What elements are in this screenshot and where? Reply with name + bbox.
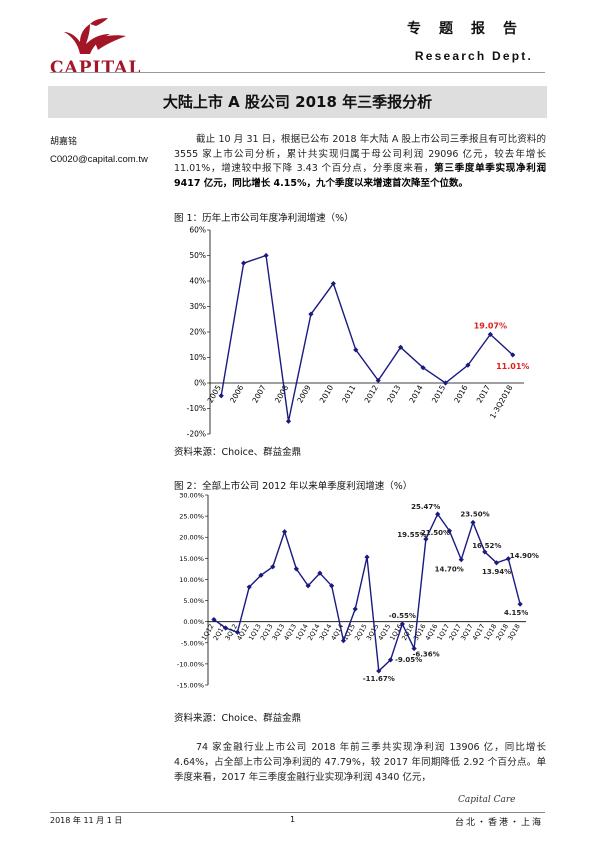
chart1-data-point	[241, 260, 247, 266]
chart2-data-label: 21.50%	[421, 529, 450, 537]
footer-brand: Capital Care	[458, 795, 516, 805]
footer-locations: 台北・香港・上海	[454, 818, 543, 828]
footer-date: 2018 年 11 月 1 日	[50, 816, 123, 825]
chart2-data-point	[364, 554, 370, 560]
chart2-data-point	[352, 606, 358, 612]
chart1-x-tick-label: 2013	[385, 383, 402, 404]
chart2-data-label: 25.47%	[411, 503, 440, 511]
chart1-data-label: 19.07%	[474, 321, 507, 330]
chart2-source: 资料来源：Choice、群益金鼎	[174, 713, 302, 724]
chart2-x-tick-label: 3Q18	[506, 623, 522, 642]
chart1-y-tick-label: 10%	[189, 353, 206, 362]
chart1-series-line	[220, 254, 514, 422]
chart2-data-point	[281, 529, 288, 535]
chart2-y-tick-label: -10.00%	[177, 660, 204, 668]
chart1-data-point	[442, 380, 449, 386]
capital-logo	[50, 14, 140, 60]
chart1-data-point	[487, 331, 493, 337]
chart2-data-label: 13.94%	[482, 568, 511, 576]
chart1-y-tick-label: 40%	[189, 277, 206, 286]
chart1-data-label: 11.01%	[496, 362, 529, 371]
chart1-data-point	[510, 352, 516, 358]
chart1-y-tick-label: 30%	[189, 302, 206, 311]
chart1: -20% -10% 0% 10% 20% 30% 40% 50% 60% 2005 2006 2007…	[174, 224, 546, 442]
chart1-data-point	[263, 252, 269, 259]
chart2-data-point	[423, 536, 429, 542]
chart1-y-tick-label: -10%	[187, 404, 206, 413]
chart1-y-tick-label: 20%	[189, 328, 206, 337]
body-paragraph-2: 74 家金融行业上市公司 2018 年前三季共实现净利润 13906 亿，同比增…	[174, 742, 546, 783]
chart2-data-label: -9.05%	[395, 656, 422, 664]
header-divider	[50, 72, 545, 73]
chart1-x-tick-label: 2017	[475, 383, 492, 404]
chart1-y-tick-label: -20%	[187, 430, 206, 439]
chart2-data-point	[223, 625, 229, 631]
chart2-data-label: -0.55%	[389, 612, 416, 620]
chart2-data-label: 19.55%	[397, 531, 426, 539]
footer-divider	[50, 812, 545, 813]
chart2-data-point	[234, 629, 241, 635]
intro-paragraph: 截止 10 月 31 日，根据已公布 2018 年大陆 A 股上市公司三季报且有…	[174, 133, 546, 191]
chart1-source: 资料来源：Choice、群益金鼎	[174, 447, 302, 458]
chart2-y-tick-label: 20.00%	[179, 534, 204, 542]
chart1-x-tick-label: 2007	[250, 383, 267, 404]
chart2-data-label: 14.90%	[510, 552, 539, 560]
chart2-data-point	[505, 556, 511, 562]
author-name: 胡嘉铭	[50, 137, 78, 147]
chart2-y-tick-label: 10.00%	[179, 576, 204, 584]
chart2-data-point	[517, 601, 523, 607]
chart2-caption: 图 2：全部上市公司 2012 年以来单季度利润增速（%）	[174, 481, 413, 492]
chart2-y-tick-label: 15.00%	[179, 555, 204, 563]
intro-text: 截止 10 月 31 日，根据已公布 2018 年大陆 A 股上市公司三季报且有…	[174, 134, 546, 174]
chart2-data-point	[258, 572, 264, 578]
chart2-svg: -15.00% -10.00% -5.00% 0.00% 5.00% 10.00% 15.0…	[177, 492, 539, 690]
chart2-y-tick-label: -5.00%	[181, 639, 204, 647]
page-number: 1	[290, 815, 296, 824]
chart1-x-tick-label: 2009	[295, 383, 312, 404]
chart1-y-tick-label: 50%	[189, 251, 206, 260]
chart1-svg: -20% -10% 0% 10% 20% 30% 40% 50% 60% 2005 2006 2007…	[187, 226, 530, 439]
research-dept-label: Research Dept.	[414, 49, 533, 63]
chart2-data-label: 16.52%	[472, 542, 501, 550]
chart2-data-label: -11.67%	[363, 675, 395, 683]
chart2-data-label: 14.70%	[435, 566, 464, 574]
chart2-data-point	[211, 616, 217, 623]
chart1-data-point	[375, 377, 381, 384]
chart1-y-tick-label: 60%	[189, 226, 206, 235]
chart2: -15.00% -10.00% -5.00% 0.00% 5.00% 10.00% 15.0…	[174, 490, 546, 710]
page-title: 大陆上市 A 股公司 2018 年三季报分析	[162, 93, 433, 111]
chart1-y-tick-label: 0%	[194, 379, 206, 388]
chart2-y-tick-label: 5.00%	[183, 597, 204, 605]
chart1-x-tick-label: 2008	[273, 383, 290, 404]
chart2-series-line	[213, 512, 521, 673]
chart1-x-tick-label: 2011	[340, 383, 357, 404]
chart1-x-tick-label: 2014	[407, 383, 424, 404]
chart1-x-tick-label: 2010	[318, 383, 335, 404]
chart2-y-tick-label: 30.00%	[179, 492, 204, 500]
chart2-data-point	[458, 557, 464, 563]
logo-text: CAPITAL	[50, 58, 142, 78]
chart1-x-tick-label: 2005	[206, 383, 223, 404]
author-email[interactable]: C0020@capital.com.tw	[50, 154, 148, 165]
chart1-x-tick-label: 2006	[228, 383, 245, 404]
chart1-caption: 图 1：历年上市公司年度净利润增速（%）	[174, 213, 354, 224]
chart1-x-tick-label: 2012	[363, 383, 380, 404]
chart2-data-label: -6.36%	[413, 651, 440, 659]
chart1-data-point	[218, 393, 224, 399]
intro-highlight: 第三季度单季实现净利润 9417 亿元，同比增长 4.15%，九个季度以来增速首…	[174, 163, 546, 189]
chart1-x-tick-label: 2015	[430, 383, 447, 404]
chart1-x-tick-label: 2016	[452, 383, 469, 404]
chart2-data-label: 23.50%	[460, 510, 489, 518]
chart1-x-tick-label: 1-3Q2018	[488, 383, 515, 420]
chart2-y-tick-label: 25.00%	[179, 513, 204, 521]
chart2-data-label: 4.15%	[504, 609, 528, 617]
chart2-y-tick-label: 0.00%	[183, 618, 204, 626]
chart2-data-point	[470, 519, 476, 526]
report-type-label: 专题报告	[407, 21, 535, 37]
chart2-y-tick-label: -15.00%	[177, 682, 204, 690]
title-band: 大陆上市 A 股公司 2018 年三季报分析	[48, 86, 547, 118]
chart2-data-point	[246, 584, 252, 590]
eagle-logo-icon	[64, 18, 126, 54]
chart1-data-point	[285, 418, 292, 424]
